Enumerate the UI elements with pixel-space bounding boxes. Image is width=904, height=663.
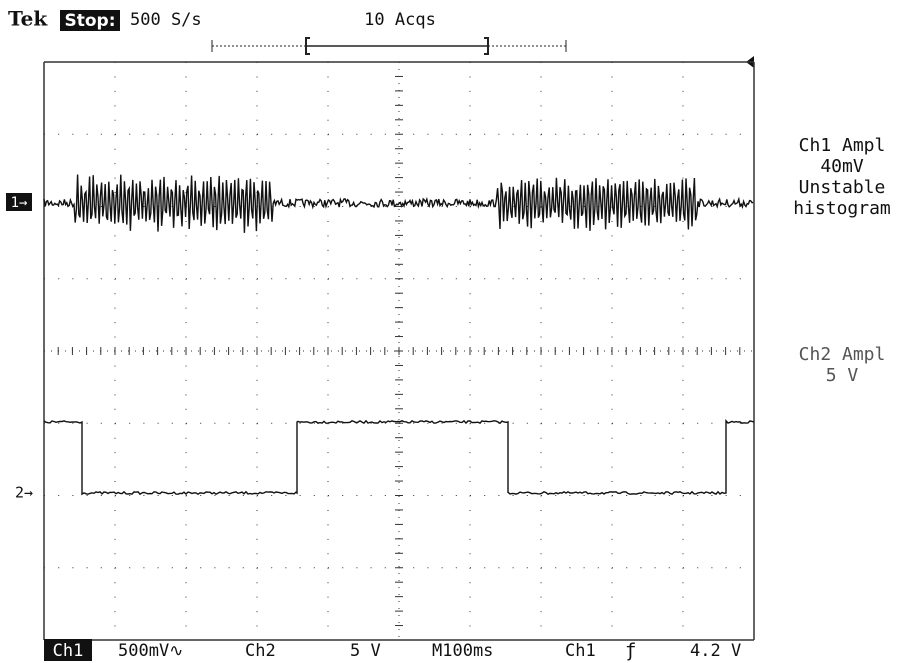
brand: Tek xyxy=(8,7,48,31)
scope-screen: Tek Stop: 500 S/s 10 Acqs 1→ 2→ Ch1 Ampl… xyxy=(0,0,904,663)
footer-ch2: Ch2 xyxy=(245,641,276,661)
ch1-scale: 500mV∿ xyxy=(118,641,183,661)
ch2-label: Ch2 Ampl xyxy=(799,344,886,365)
ch2-marker: 2→ xyxy=(15,484,33,502)
timebase: M100ms xyxy=(432,641,493,661)
trigger-level: 4.2 V xyxy=(690,641,741,661)
ch1-marker: 1→ xyxy=(11,195,28,211)
acquisitions: 10 Acqs xyxy=(364,10,436,30)
status: Stop: xyxy=(64,11,115,31)
background xyxy=(0,0,904,663)
sample-rate: 500 S/s xyxy=(130,10,202,30)
ch1-label: Unstable xyxy=(799,177,886,198)
ch1-label: histogram xyxy=(793,198,891,219)
ch2-label: 5 V xyxy=(826,365,859,386)
trigger-slope: ƒ xyxy=(625,640,636,662)
ch1-label: Ch1 Ampl xyxy=(799,135,886,156)
trigger-source: Ch1 xyxy=(565,641,596,661)
footer-ch1: Ch1 xyxy=(53,641,84,661)
ch2-scale: 5 V xyxy=(350,641,381,661)
ch1-label: 40mV xyxy=(820,156,864,177)
